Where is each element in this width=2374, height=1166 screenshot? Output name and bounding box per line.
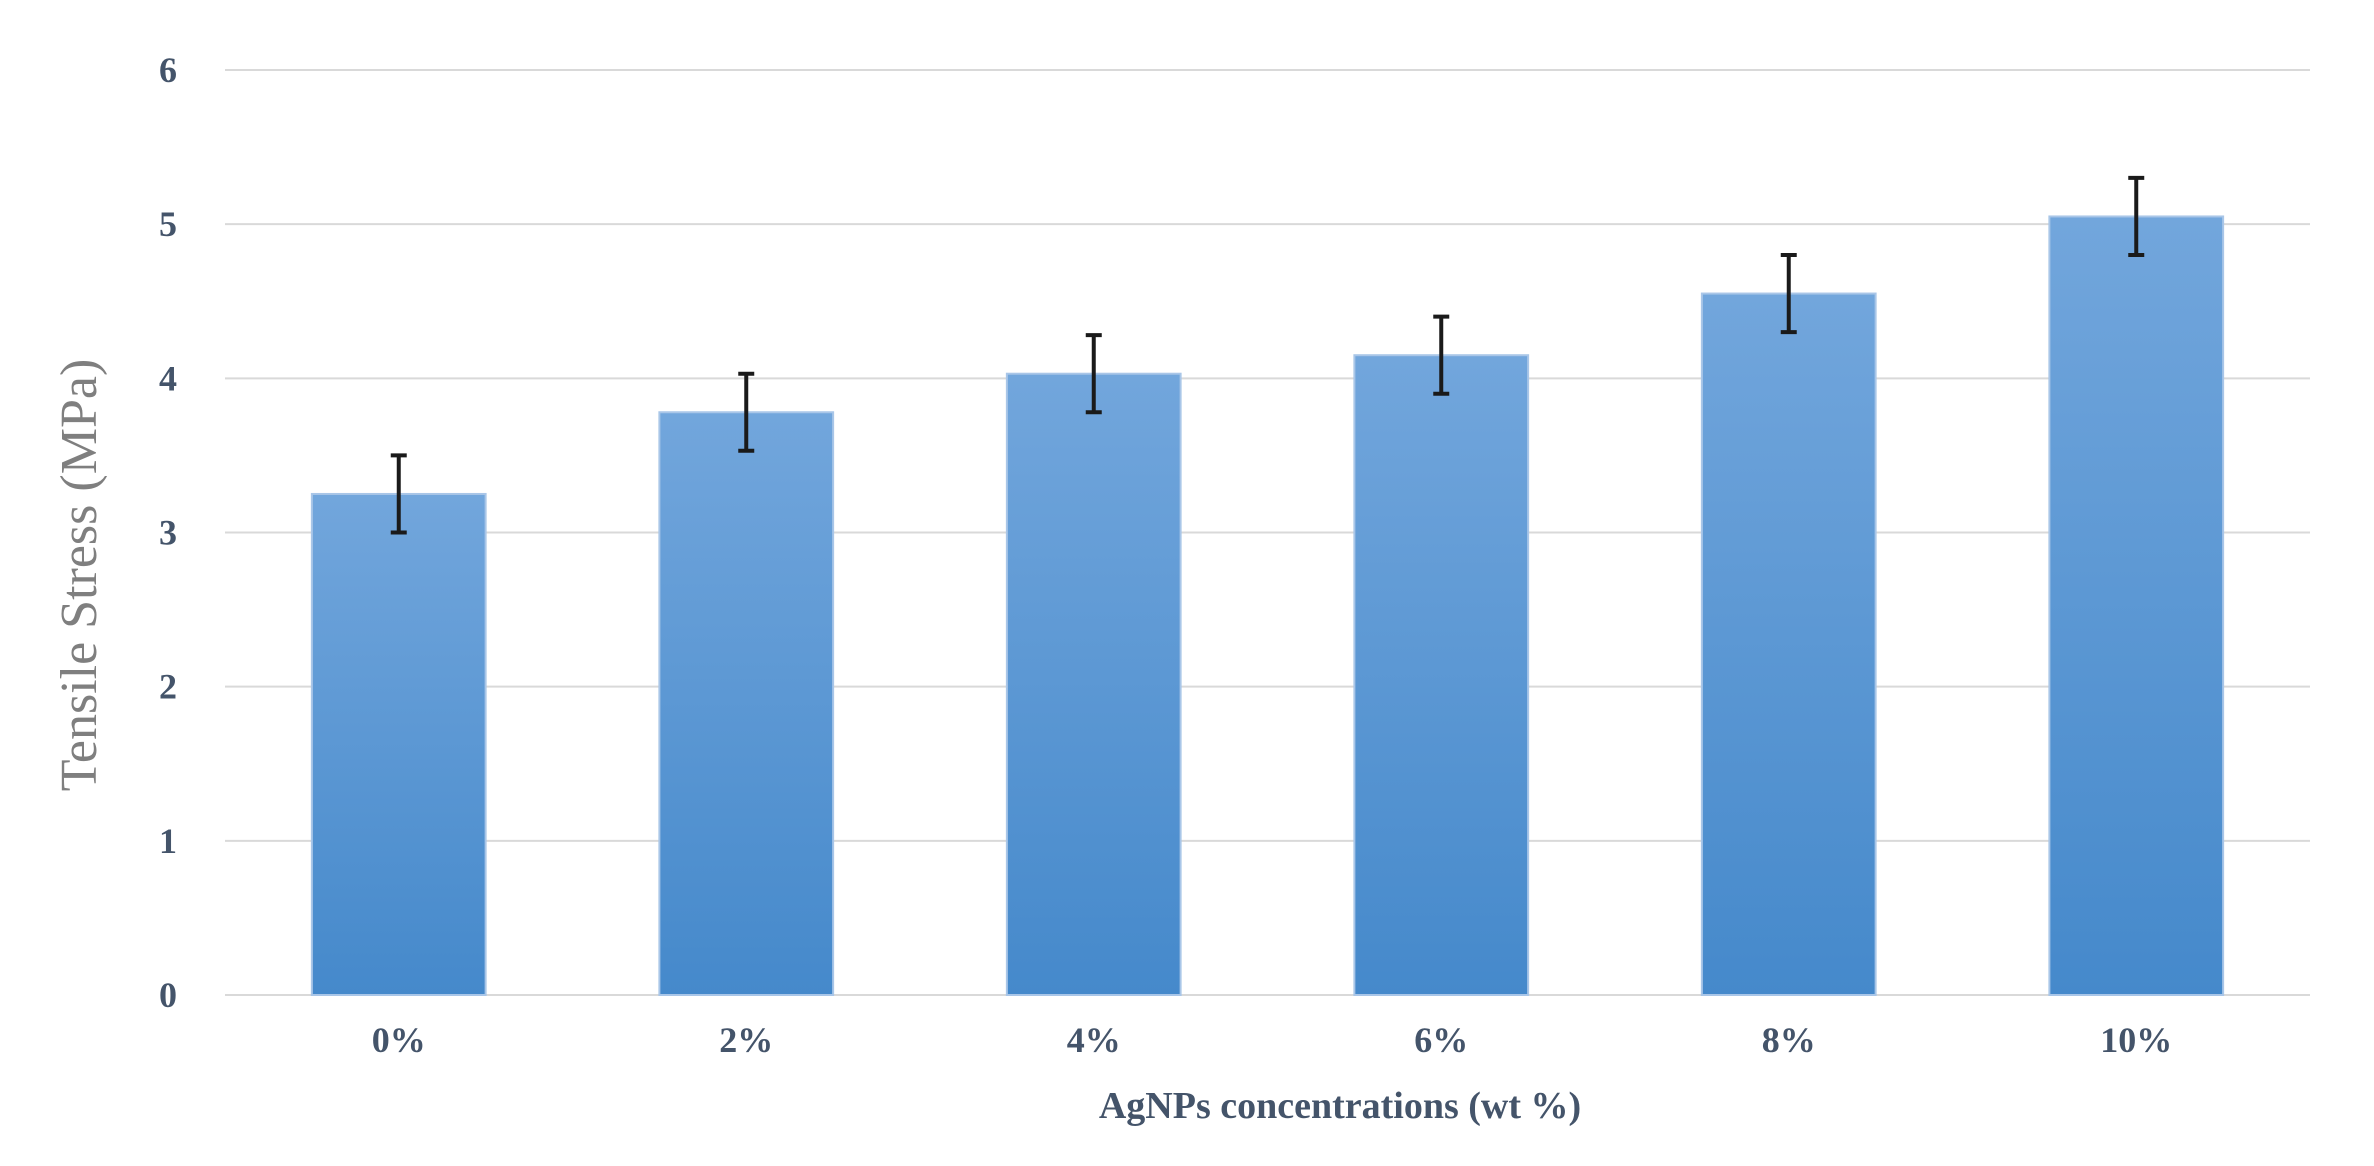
x-tick-label: 4% — [1067, 1020, 1121, 1060]
error-bar-10pct — [2128, 175, 2145, 257]
bar-4pct — [1005, 372, 1182, 997]
x-tick-label: 2% — [719, 1020, 773, 1060]
x-tick-label: 8% — [1762, 1020, 1816, 1060]
error-bars — [390, 175, 2145, 535]
y-axis-title: Tensile Stress (MPa) — [51, 359, 108, 792]
y-tick-label: 1 — [159, 821, 177, 861]
bar-2pct — [658, 411, 835, 996]
x-tick-label: 6% — [1414, 1020, 1468, 1060]
bar-6pct — [1353, 354, 1530, 997]
gridlines — [225, 69, 2310, 996]
y-tick-label: 5 — [159, 204, 177, 244]
error-bar-0pct — [390, 453, 407, 535]
error-bar-2pct — [738, 371, 755, 453]
y-axis-ticks: 0 1 2 3 4 5 6 — [159, 50, 177, 1015]
error-bar-4pct — [1085, 333, 1102, 415]
y-tick-label: 2 — [159, 667, 177, 707]
x-axis-ticks: 0% 2% 4% 6% 8% 10% — [372, 1020, 2173, 1060]
bar-10pct — [2048, 215, 2225, 997]
y-tick-label: 6 — [159, 50, 177, 90]
bars — [310, 215, 2225, 997]
x-tick-label: 10% — [2100, 1020, 2172, 1060]
error-bar-8pct — [1780, 253, 1797, 335]
y-tick-label: 0 — [159, 975, 177, 1015]
y-tick-label: 3 — [159, 513, 177, 553]
y-tick-label: 4 — [159, 358, 177, 398]
x-tick-label: 0% — [372, 1020, 426, 1060]
bar-0pct — [310, 492, 487, 996]
bar-8pct — [1700, 292, 1877, 996]
x-axis-title: AgNPs concentrations (wt %) — [1099, 1085, 1581, 1127]
error-bar-6pct — [1433, 314, 1450, 396]
